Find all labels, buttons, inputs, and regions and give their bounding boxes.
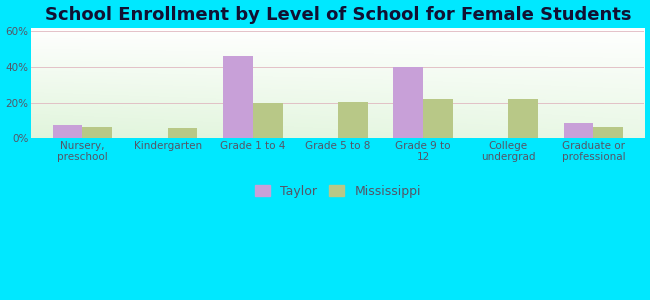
Bar (338, 102, 368, 138)
Bar (393, 67, 423, 138)
Bar (593, 127, 623, 138)
Legend: Taylor, Mississippi: Taylor, Mississippi (255, 185, 421, 198)
Bar (508, 99, 538, 138)
Bar (564, 123, 593, 138)
Title: School Enrollment by Level of School for Female Students: School Enrollment by Level of School for… (45, 6, 631, 24)
Bar (253, 103, 283, 138)
Bar (423, 99, 453, 138)
Bar (223, 56, 253, 138)
Bar (83, 128, 112, 138)
Bar (168, 128, 198, 138)
Bar (53, 125, 83, 138)
